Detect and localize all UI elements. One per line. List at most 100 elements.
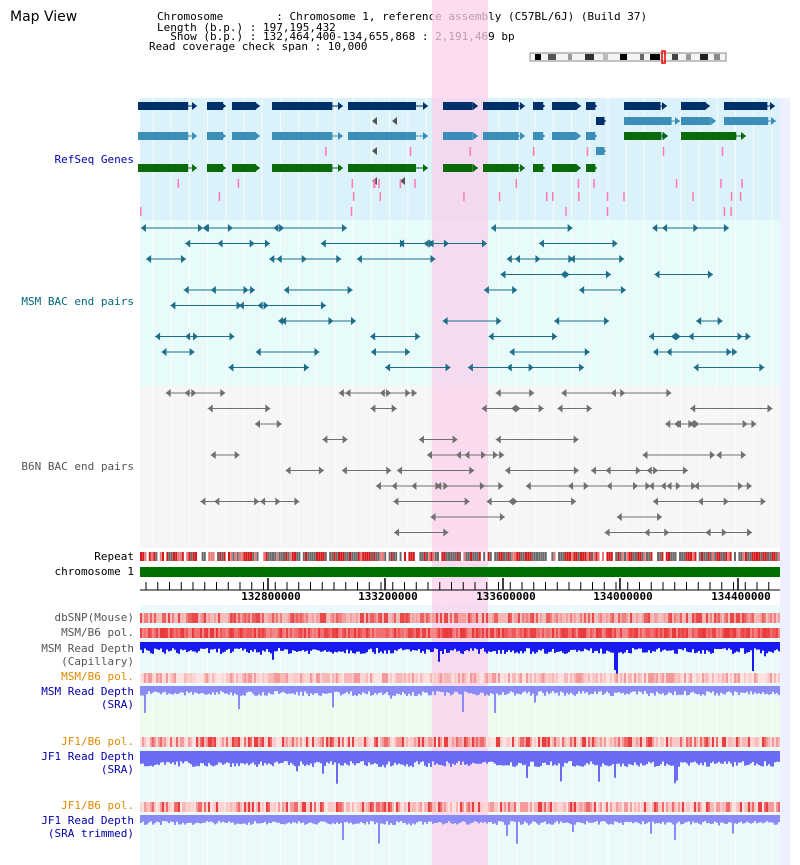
heat-cell [744, 737, 746, 747]
track-label-refseq[interactable]: RefSeq Genes [54, 153, 134, 166]
heat-cell [480, 737, 482, 747]
heat-cell [176, 628, 178, 638]
depth-bar [176, 751, 178, 762]
depth-bar [704, 815, 706, 822]
heat-cell [258, 673, 260, 683]
heat-cell [204, 737, 206, 747]
heat-cell [220, 673, 222, 683]
depth-bar [290, 686, 292, 694]
heat-cell [618, 737, 620, 747]
track-label-msm-b6-pol-sra[interactable]: MSM/B6 pol. [61, 670, 134, 683]
heat-cell [774, 628, 776, 638]
repeat-block [496, 552, 499, 561]
depth-bar [532, 642, 534, 652]
heat-cell [280, 737, 282, 747]
heat-cell [566, 802, 568, 812]
depth-bar [352, 815, 354, 825]
heat-cell [736, 737, 738, 747]
depth-bar [432, 642, 434, 652]
track-label-jf1-b6-pol-trim[interactable]: JF1/B6 pol. [61, 799, 134, 812]
depth-bar [378, 751, 380, 767]
heat-cell [452, 737, 454, 747]
heat-cell [400, 737, 402, 747]
repeat-block [221, 552, 224, 561]
repeat-block [360, 552, 362, 561]
repeat-block [698, 552, 701, 561]
depth-bar [476, 686, 478, 696]
depth-bar [320, 642, 322, 652]
heat-cell [424, 802, 426, 812]
depth-bar [284, 686, 286, 693]
bac-end-left [716, 451, 722, 459]
track-label-msm-bac[interactable]: MSM BAC end pairs [21, 295, 134, 308]
heat-cell [414, 628, 416, 638]
track-label-dbsnp[interactable]: dbSNP(Mouse) [54, 611, 134, 624]
depth-bar [240, 642, 242, 649]
depth-bar [414, 642, 416, 651]
track-label-msm-b6-pol[interactable]: MSM/B6 pol. [61, 626, 134, 639]
gene-strand-arrow [192, 102, 197, 110]
bac-end-right [180, 255, 186, 263]
depth-bar [348, 751, 350, 766]
track-label-jf1-depth-sra[interactable]: JF1 Read Depth [41, 750, 134, 763]
depth-bar [190, 642, 192, 651]
heat-cell [562, 628, 564, 638]
repeat-block [148, 552, 151, 561]
heat-cell [166, 737, 168, 747]
heat-cell [462, 802, 464, 812]
depth-bar [524, 751, 526, 765]
heat-cell [192, 737, 194, 747]
track-label-jf1-depth-trim[interactable]: JF1 Read Depth [41, 814, 134, 827]
heat-cell [252, 737, 254, 747]
depth-bar [222, 751, 224, 765]
depth-bar [304, 642, 306, 652]
depth-bar [280, 815, 282, 825]
bac-end-right [411, 389, 417, 397]
heat-cell [544, 737, 546, 747]
gene-exon [681, 132, 737, 140]
heat-cell [296, 613, 298, 623]
depth-bar [488, 686, 490, 696]
track-label-msm-depth-sra[interactable]: MSM Read Depth [41, 685, 134, 698]
depth-bar [580, 686, 582, 694]
depth-bar [276, 642, 278, 652]
heat-cell [464, 613, 466, 623]
depth-bar [248, 815, 250, 823]
depth-bar [430, 751, 432, 767]
heat-cell [700, 613, 702, 623]
repeat-block [340, 552, 343, 561]
depth-bar [410, 751, 412, 766]
heat-cell [366, 802, 368, 812]
heat-cell [450, 802, 452, 812]
depth-bar [236, 815, 238, 824]
heat-cell [676, 613, 678, 623]
heat-cell [470, 802, 472, 812]
track-label-jf1-b6-pol[interactable]: JF1/B6 pol. [61, 735, 134, 748]
heat-cell [486, 613, 488, 623]
heat-cell [254, 802, 256, 812]
heat-cell [206, 737, 208, 747]
track-label-msm-depth-capillary[interactable]: MSM Read Depth [41, 642, 134, 655]
depth-bar [160, 751, 162, 763]
heat-cell [336, 628, 338, 638]
depth-bar [758, 686, 760, 694]
depth-bar [774, 642, 776, 651]
heat-cell [430, 737, 432, 747]
heat-cell [572, 737, 574, 747]
depth-bar [448, 642, 450, 653]
heat-cell [350, 613, 352, 623]
heat-cell [522, 737, 524, 747]
depth-bar [434, 686, 436, 696]
depth-bar [230, 642, 232, 654]
heat-cell [194, 613, 196, 623]
depth-bar [482, 642, 484, 649]
heat-cell [396, 628, 398, 638]
heat-cell [348, 673, 350, 683]
track-label-b6n-bac[interactable]: B6N BAC end pairs [21, 460, 134, 473]
heat-cell [264, 802, 266, 812]
depth-bar [522, 642, 524, 654]
heat-cell [368, 737, 370, 747]
heat-cell [614, 628, 616, 638]
repeat-block [753, 552, 756, 561]
